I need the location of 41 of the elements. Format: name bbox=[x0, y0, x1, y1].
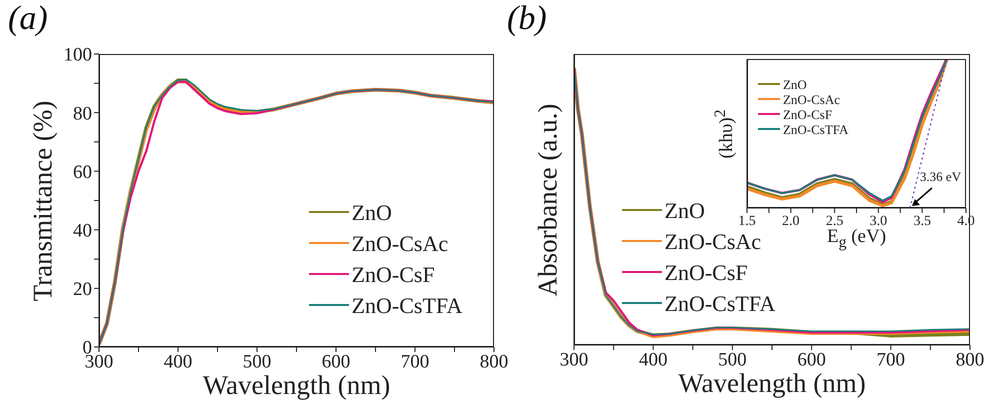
legend-label: ZnO-CsAc bbox=[782, 92, 840, 107]
legend-label: ZnO-CsAc bbox=[352, 230, 448, 258]
y-tick-label: 100 bbox=[64, 44, 92, 66]
legend-label: ZnO-CsF bbox=[782, 106, 832, 122]
y-tick-label: 60 bbox=[73, 162, 92, 183]
legend-label: ZnO bbox=[352, 198, 392, 227]
text: 2.0 bbox=[782, 214, 800, 229]
legend-label: ZnO-CsTFA bbox=[352, 292, 462, 320]
x-axis-title: Wavelength (nm) bbox=[678, 368, 866, 398]
legend-label: ZnO-CsAc bbox=[664, 228, 762, 256]
x-axis-title: E$_{g}$ (eV) bbox=[826, 226, 886, 251]
legend-label: ZnO-CsF bbox=[664, 258, 748, 287]
x-tick-label: 600 bbox=[322, 351, 350, 372]
y-tick-label: 80 bbox=[73, 103, 92, 124]
x-tick-label: 600 bbox=[797, 349, 826, 370]
legend-label: ZnO bbox=[664, 196, 705, 225]
x-tick-label: 500 bbox=[718, 349, 747, 370]
text: 3.0 bbox=[870, 214, 888, 229]
y-tick-label: 20 bbox=[73, 279, 92, 300]
y-tick-label: 40 bbox=[73, 220, 92, 242]
text: (a) bbox=[8, 0, 48, 38]
text: (b) bbox=[507, 0, 547, 38]
x-tick-label: 700 bbox=[876, 349, 906, 370]
legend-label: ZnO-CsTFA bbox=[782, 122, 848, 137]
x-tick-label: 3.5 bbox=[913, 214, 931, 229]
y-axis-title: Absorbance (a.u.) bbox=[532, 103, 564, 296]
x-tick-label: 400 bbox=[164, 351, 192, 372]
legend-label: ZnO-CsTFA bbox=[664, 290, 776, 318]
x-tick-label: 2.5 bbox=[826, 214, 844, 229]
x-axis-title: Wavelength (nm) bbox=[202, 370, 390, 400]
x-tick-label: 400 bbox=[638, 349, 668, 370]
x-tick-label: 700 bbox=[400, 351, 430, 372]
x-tick-label: 300 bbox=[560, 349, 588, 370]
x-tick-label: 800 bbox=[956, 349, 984, 370]
x-tick-label: 800 bbox=[480, 351, 508, 372]
legend-label: ZnO bbox=[782, 76, 807, 92]
x-tick-label: 500 bbox=[242, 351, 272, 372]
x-tick-label: 1.5 bbox=[738, 214, 756, 229]
annotation: 3.36 eV bbox=[920, 169, 962, 184]
y-axis-title: Transmittance (%) bbox=[28, 100, 59, 301]
legend-label: ZnO-CsF bbox=[352, 260, 435, 289]
